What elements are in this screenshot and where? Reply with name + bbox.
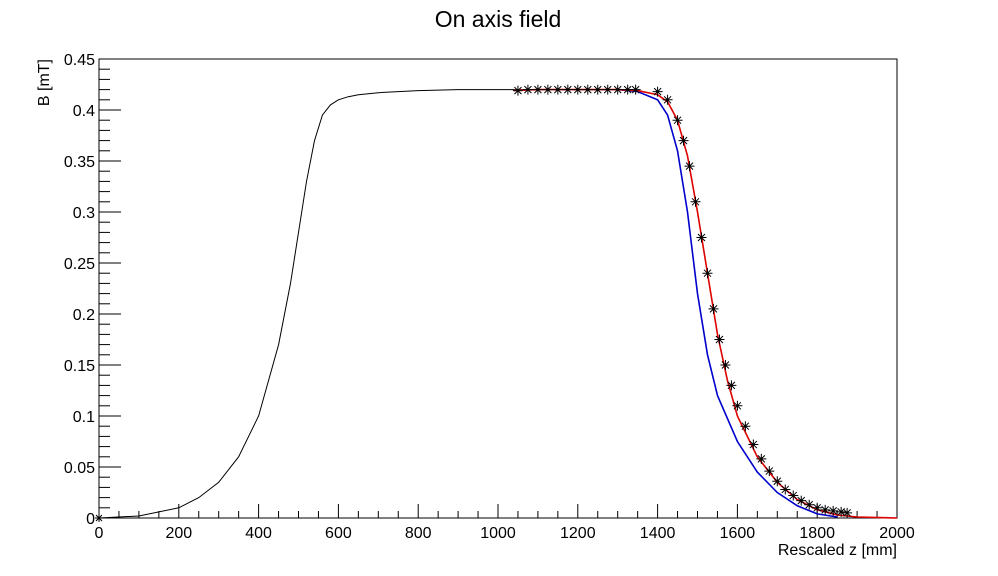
x-tick-label: 2000 [879, 525, 915, 542]
data-point-marker [662, 94, 673, 105]
data-point-marker [532, 84, 543, 95]
data-point-marker [772, 476, 783, 487]
x-tick-label: 200 [165, 525, 192, 542]
x-tick-label: 600 [325, 525, 352, 542]
data-point-marker [684, 161, 695, 172]
data-point-marker [820, 504, 831, 515]
plot-frame [98, 58, 898, 519]
chart-title: On axis field [435, 6, 562, 32]
y-axis-label: B [mT] [36, 59, 53, 106]
x-tick-label: 0 [95, 525, 104, 542]
data-point-marker [582, 84, 593, 95]
data-point-marker [678, 135, 689, 146]
data-point-marker [788, 490, 799, 501]
data-point-marker [652, 86, 663, 97]
data-point-marker [602, 84, 613, 95]
data-point-marker [702, 268, 713, 279]
x-tick-label: 1600 [720, 525, 756, 542]
series-line-1 [617, 88, 838, 518]
series-line-2 [513, 88, 898, 519]
data-point-marker [696, 232, 707, 243]
origin-marker [95, 514, 103, 522]
y-tick-label: 0.4 [73, 103, 95, 120]
x-tick-label: 1200 [560, 525, 596, 542]
data-point-marker [720, 360, 731, 370]
y-tick-label: 0.3 [73, 205, 95, 222]
data-point-marker [542, 84, 553, 95]
data-point-marker [672, 115, 683, 126]
y-tick-label: 0.15 [64, 358, 95, 375]
data-point-marker [512, 85, 523, 96]
data-point-marker [572, 84, 583, 95]
data-point-marker [842, 507, 853, 518]
data-point-marker [804, 499, 815, 510]
data-point-marker [690, 196, 701, 207]
y-tick-label: 0.35 [64, 154, 95, 171]
data-point-marker [796, 495, 807, 506]
data-point-marker [812, 502, 823, 513]
y-tick-label: 0.05 [64, 460, 95, 477]
data-point-marker [764, 466, 775, 477]
data-point-marker [562, 84, 573, 95]
data-point-marker [740, 421, 751, 432]
data-point-marker [756, 453, 767, 464]
x-tick-label: 1400 [640, 525, 676, 542]
x-tick-label: 1800 [799, 525, 835, 542]
data-point-marker [828, 505, 839, 516]
data-point-marker [622, 84, 633, 95]
data-point-marker [552, 84, 563, 95]
x-axis-label: Rescaled z [mm] [778, 542, 897, 559]
data-point-marker [708, 303, 719, 314]
y-tick-label: 0.2 [73, 307, 95, 324]
series-line-0 [98, 89, 634, 519]
plot-area [95, 84, 898, 522]
x-tick-label: 400 [245, 525, 272, 542]
series-markers-3 [512, 84, 853, 518]
y-tick-label: 0.45 [64, 52, 95, 69]
y-tick-label: 0.1 [73, 409, 95, 426]
data-point-marker [612, 84, 623, 95]
x-tick-label: 1000 [480, 525, 516, 542]
x-tick-label: 800 [405, 525, 432, 542]
data-point-marker [748, 439, 759, 450]
x-axis: 0 200 400 600 800 1000 1200 1400 1600 1800 2000 [95, 504, 915, 542]
data-point-marker [836, 506, 847, 517]
data-point-marker [732, 400, 743, 411]
data-point-marker [780, 484, 791, 495]
data-point-marker [522, 84, 533, 95]
y-tick-label: 0 [86, 511, 95, 528]
y-tick-label: 0.25 [64, 256, 95, 273]
data-point-marker [592, 84, 603, 95]
data-point-marker [726, 380, 737, 391]
data-point-marker [714, 334, 725, 345]
y-axis: 0 0.05 0.1 0.15 0.2 0.25 0.3 0.35 0.4 0.45 [64, 52, 121, 528]
data-point-marker [630, 84, 641, 95]
